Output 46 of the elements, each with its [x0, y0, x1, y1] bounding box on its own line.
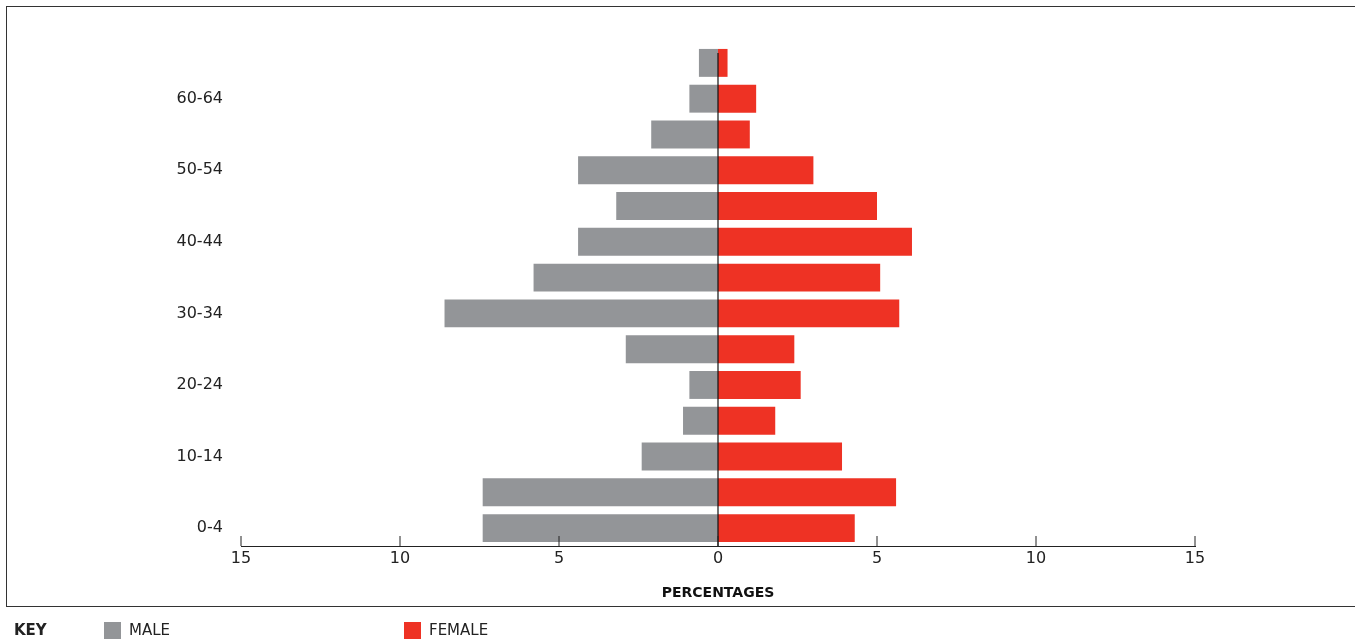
- bar: [625, 335, 718, 364]
- y-tick-label: 40-44: [176, 230, 223, 250]
- x-axis-title: PERCENTAGES: [661, 584, 775, 601]
- x-tick-label: 15: [1184, 547, 1206, 567]
- x-tick-label: 10: [1025, 547, 1047, 567]
- x-tick-label: 15: [230, 547, 252, 567]
- bar: [533, 263, 718, 292]
- bar: [718, 48, 728, 77]
- bar: [444, 299, 718, 328]
- bar: [689, 84, 718, 113]
- bar: [641, 442, 718, 471]
- x-tick-label: 5: [871, 547, 883, 567]
- y-tick-label: 50-54: [176, 159, 223, 179]
- bar: [718, 263, 881, 292]
- y-tick-label: 30-34: [176, 302, 223, 322]
- y-tick-label: 20-24: [176, 374, 223, 394]
- bar: [689, 371, 718, 399]
- bar: [578, 156, 718, 185]
- bar: [718, 478, 897, 507]
- legend-title: KEY: [14, 621, 48, 639]
- bar: [718, 192, 877, 220]
- bar: [482, 514, 718, 543]
- bar: [718, 120, 750, 149]
- bar: [718, 299, 900, 328]
- bar: [718, 84, 757, 113]
- bar: [683, 406, 718, 435]
- bar: [718, 156, 814, 185]
- y-tick-label: 60-64: [176, 87, 223, 107]
- bar: [718, 514, 855, 543]
- bar: [718, 442, 843, 471]
- bar: [698, 48, 718, 77]
- y-tick-label: 0-4: [196, 517, 223, 537]
- bar: [718, 227, 912, 256]
- x-tick-label: 10: [389, 547, 411, 567]
- bar: [651, 120, 718, 149]
- legend-label: MALE: [129, 621, 171, 639]
- bar: [616, 192, 718, 220]
- x-tick-label: 0: [712, 547, 724, 567]
- bar: [482, 478, 718, 507]
- bar: [578, 227, 718, 256]
- bar: [718, 406, 776, 435]
- x-tick-label: 5: [553, 547, 565, 567]
- y-tick-label: 10-14: [176, 445, 223, 465]
- bar: [718, 371, 801, 399]
- bar: [718, 335, 795, 364]
- legend-label: FEMALE: [429, 621, 489, 639]
